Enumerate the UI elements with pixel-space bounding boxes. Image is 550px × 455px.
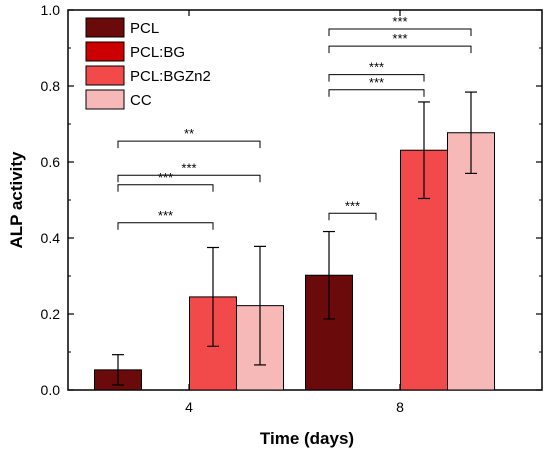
significance-label: *** — [158, 208, 173, 223]
legend-label: PCL:BGZn2 — [130, 68, 211, 85]
bar-cc-8 — [447, 132, 495, 391]
y-tick-label: 0.2 — [41, 306, 61, 322]
legend-label: PCL — [130, 20, 159, 37]
significance-label: *** — [158, 170, 173, 185]
y-tick-label: 0.6 — [41, 154, 61, 170]
significance-bracket — [328, 45, 472, 54]
significance-label: *** — [392, 31, 407, 46]
x-tick-label: 8 — [396, 399, 404, 415]
significance-bracket — [328, 74, 425, 82]
legend-swatch — [85, 41, 125, 62]
legend-swatch — [85, 65, 125, 86]
x-axis-title: Time (days) — [260, 429, 354, 448]
significance-label: *** — [369, 75, 384, 90]
y-tick-label: 0.8 — [41, 78, 61, 94]
y-tick-label: 0.0 — [41, 382, 61, 398]
legend-label: CC — [130, 92, 152, 109]
y-tick-label: 0.4 — [41, 230, 61, 246]
x-tick-label: 4 — [185, 399, 193, 415]
significance-bracket — [117, 222, 214, 230]
significance-label: *** — [392, 14, 407, 29]
significance-bracket — [117, 140, 261, 149]
significance-bracket — [117, 174, 261, 183]
legend-label: PCL:BG — [130, 44, 185, 61]
significance-bracket — [328, 212, 377, 221]
significance-label: ** — [184, 126, 194, 141]
significance-label: *** — [181, 160, 196, 175]
significance-bracket — [117, 184, 214, 192]
legend-swatch — [85, 17, 125, 38]
significance-label: *** — [369, 60, 384, 75]
significance-bracket — [328, 89, 425, 97]
y-axis-title: ALP activity — [7, 151, 26, 249]
legend-swatch — [85, 89, 125, 110]
significance-bracket — [328, 28, 472, 36]
y-tick-label: 1.0 — [41, 2, 61, 18]
significance-label: *** — [345, 198, 360, 213]
